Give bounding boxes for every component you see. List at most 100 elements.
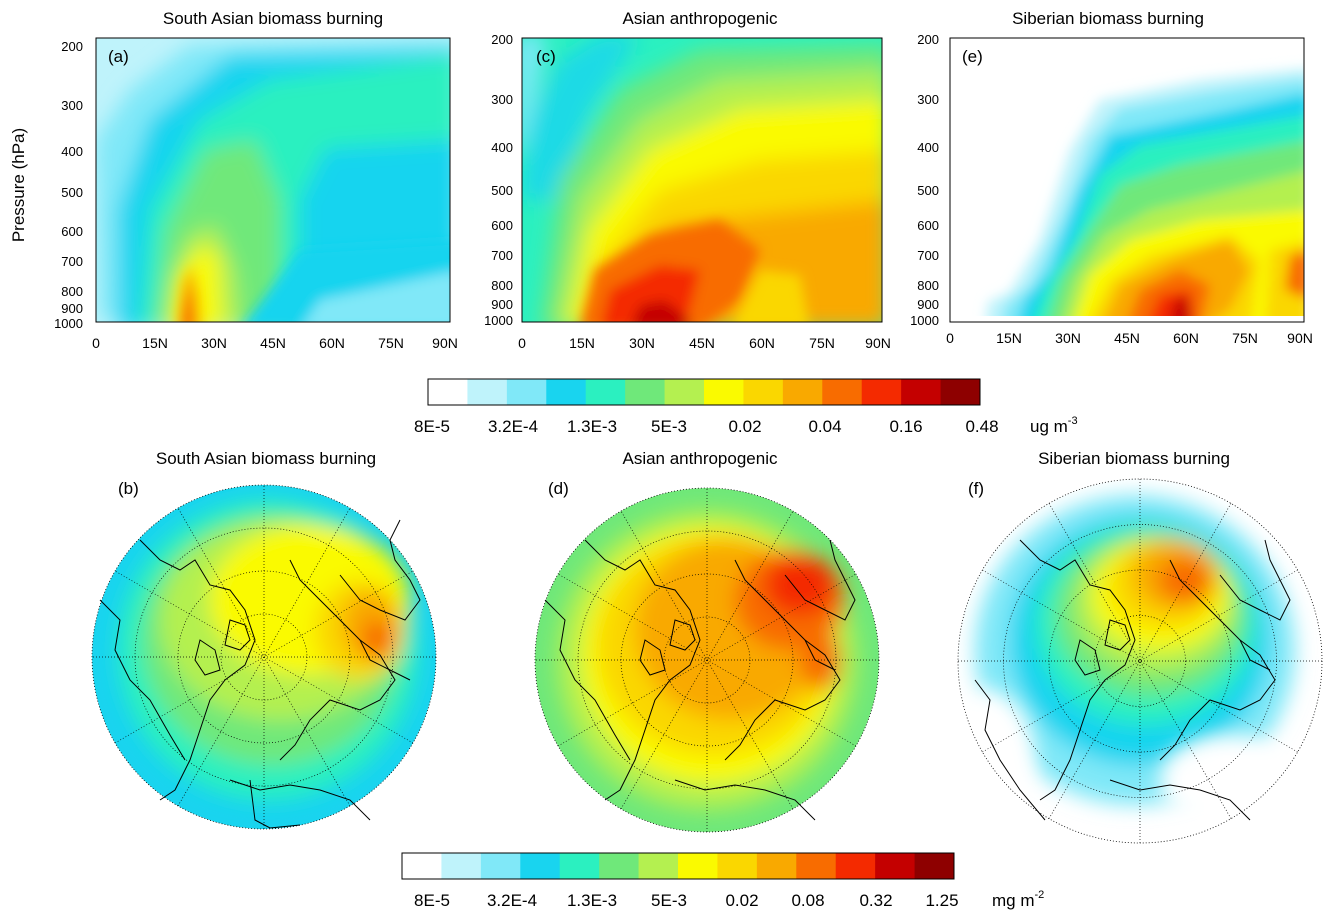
y-tick: 800 bbox=[491, 278, 513, 293]
x-tick: 75N bbox=[1232, 330, 1258, 346]
panel-a-frame bbox=[95, 37, 451, 323]
latitude-circle bbox=[1094, 615, 1186, 707]
x-tick: 90N bbox=[865, 335, 891, 351]
colorbar-top-label: 8E-5 bbox=[414, 417, 450, 436]
x-tick: 0 bbox=[92, 335, 100, 351]
colorbar-cell bbox=[559, 853, 600, 879]
colorbar-bottom-label: 0.08 bbox=[791, 891, 824, 910]
panel-f-boundary bbox=[957, 478, 1323, 844]
panel-b-title: South Asian biomass burning bbox=[156, 449, 376, 468]
colorbar-top-label: 3.2E-4 bbox=[488, 417, 538, 436]
meridian-line bbox=[1048, 503, 1232, 819]
colorbar-cell bbox=[782, 379, 823, 405]
x-tick: 75N bbox=[809, 335, 835, 351]
y-tick: 300 bbox=[917, 92, 939, 107]
y-tick: 200 bbox=[61, 39, 83, 54]
y-tick: 600 bbox=[917, 218, 939, 233]
y-tick: 800 bbox=[917, 278, 939, 293]
x-tick: 15N bbox=[996, 330, 1022, 346]
colorbar-cell bbox=[717, 853, 758, 879]
x-tick: 15N bbox=[142, 335, 168, 351]
colorbar-bottom-unit-base: mg m bbox=[992, 891, 1035, 910]
x-tick: 0 bbox=[518, 335, 526, 351]
y-tick: 1000 bbox=[910, 313, 939, 328]
x-tick: 45N bbox=[1114, 330, 1140, 346]
colorbar-top-unit-base: ug m bbox=[1030, 417, 1068, 436]
y-tick: 800 bbox=[61, 284, 83, 299]
coastline-icon bbox=[99, 519, 421, 829]
panel-c-xticks: 0 15N 30N 45N 60N 75N 90N bbox=[518, 335, 891, 351]
meridian-line bbox=[114, 570, 414, 744]
colorbar-top-label: 1.3E-3 bbox=[567, 417, 617, 436]
y-tick: 700 bbox=[491, 248, 513, 263]
colorbar-bottom-label: 1.25 bbox=[925, 891, 958, 910]
x-tick: 60N bbox=[749, 335, 775, 351]
panel-c-title: Asian anthropogenic bbox=[622, 9, 778, 28]
panel-a-field bbox=[96, 38, 450, 322]
panel-c-field bbox=[522, 38, 882, 322]
y-tick: 200 bbox=[491, 32, 513, 47]
colorbar-cell bbox=[585, 379, 626, 405]
colorbar-cell bbox=[756, 853, 797, 879]
colorbar-top-label: 5E-3 bbox=[651, 417, 687, 436]
y-tick: 400 bbox=[917, 140, 939, 155]
colorbar-cell bbox=[914, 853, 955, 879]
panel-b-boundary bbox=[91, 484, 437, 830]
colorbar-cell bbox=[506, 379, 547, 405]
colorbar-bottom: 8E-5 3.2E-4 1.3E-3 5E-3 0.02 0.08 0.32 1… bbox=[401, 852, 1044, 910]
colorbar-cell bbox=[441, 853, 482, 879]
panel-d-boundary bbox=[534, 487, 880, 833]
panel-f-field bbox=[958, 479, 1322, 843]
x-tick: 0 bbox=[946, 330, 954, 346]
y-tick: 500 bbox=[491, 183, 513, 198]
x-tick: 30N bbox=[1055, 330, 1081, 346]
y-tick: 700 bbox=[917, 248, 939, 263]
colorbar-top-label: 0.48 bbox=[965, 417, 998, 436]
x-tick: 45N bbox=[260, 335, 286, 351]
x-tick: 60N bbox=[1173, 330, 1199, 346]
y-tick: 1000 bbox=[54, 316, 83, 331]
panel-c-label: (c) bbox=[536, 47, 556, 66]
y-axis-label: Pressure (hPa) bbox=[9, 128, 28, 242]
coastline-icon bbox=[974, 539, 1291, 821]
panel-e-xticks: 0 15N 30N 45N 60N 75N 90N bbox=[946, 330, 1313, 346]
colorbar-cell bbox=[940, 379, 981, 405]
x-tick: 15N bbox=[569, 335, 595, 351]
x-tick: 45N bbox=[689, 335, 715, 351]
y-tick: 700 bbox=[61, 254, 83, 269]
latitude-circle bbox=[620, 573, 794, 747]
panel-f-grid bbox=[958, 479, 1322, 843]
colorbar-cell bbox=[520, 853, 561, 879]
colorbar-top-label: 0.04 bbox=[808, 417, 841, 436]
panel-e-frame bbox=[949, 37, 1305, 323]
panel-d-title: Asian anthropogenic bbox=[622, 449, 778, 468]
x-tick: 90N bbox=[1287, 330, 1313, 346]
y-tick: 900 bbox=[491, 297, 513, 312]
y-tick: 600 bbox=[491, 218, 513, 233]
colorbar-bottom-cells bbox=[402, 853, 955, 879]
colorbar-cell bbox=[638, 853, 679, 879]
panel-e-title: Siberian biomass burning bbox=[1012, 9, 1204, 28]
latitude-circle bbox=[177, 570, 351, 744]
colorbar-top-cells bbox=[428, 379, 981, 405]
y-tick: 300 bbox=[61, 98, 83, 113]
y-tick: 400 bbox=[61, 144, 83, 159]
meridian-line bbox=[982, 569, 1298, 753]
colorbar-cell bbox=[743, 379, 784, 405]
meridian-line bbox=[1048, 503, 1232, 819]
meridian-line bbox=[982, 569, 1298, 753]
colorbar-bottom-frame bbox=[401, 852, 955, 880]
panel-a-title: South Asian biomass burning bbox=[163, 9, 383, 28]
y-tick: 500 bbox=[917, 183, 939, 198]
colorbar-top-unit: ug m-3 bbox=[1030, 415, 1078, 436]
colorbar-top-label: 0.16 bbox=[889, 417, 922, 436]
x-tick: 30N bbox=[201, 335, 227, 351]
x-tick: 60N bbox=[319, 335, 345, 351]
panel-c: Asian anthropogenic (c) 200 30 bbox=[484, 9, 891, 351]
colorbar-cell bbox=[664, 379, 705, 405]
colorbar-cell bbox=[467, 379, 508, 405]
colorbar-cell bbox=[796, 853, 837, 879]
panel-b-grid bbox=[92, 485, 436, 829]
panel-b: South Asian biomass burning (b) bbox=[91, 449, 437, 830]
